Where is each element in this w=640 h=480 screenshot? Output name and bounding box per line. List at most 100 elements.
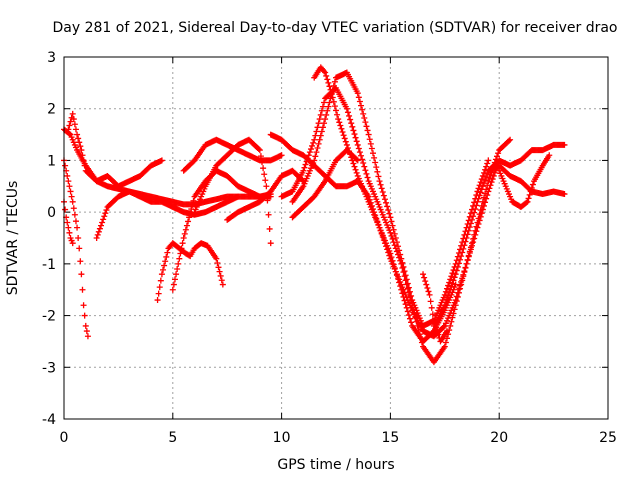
data-point: [186, 214, 193, 221]
data-point: [303, 158, 310, 165]
data-point: [219, 281, 226, 288]
data-point: [482, 199, 489, 206]
series-sat-f: [154, 240, 226, 304]
data-point: [388, 254, 395, 261]
data-point: [324, 107, 331, 114]
data-point: [485, 178, 492, 185]
data-point: [406, 293, 413, 300]
data-point: [401, 297, 408, 304]
data-point: [386, 210, 393, 217]
data-point: [452, 297, 459, 304]
data-point: [360, 110, 367, 117]
data-point: [459, 277, 466, 284]
data-point: [385, 207, 392, 214]
data-point: [342, 138, 349, 145]
data-point: [392, 268, 399, 275]
data-point: [461, 269, 468, 276]
data-point: [157, 277, 164, 284]
data-point: [255, 146, 262, 153]
data-point: [313, 149, 320, 156]
data-point: [422, 278, 429, 285]
series-sat-n: [311, 64, 459, 345]
data-point: [483, 163, 490, 170]
data-point: [561, 191, 568, 198]
data-point: [319, 124, 326, 131]
y-tick-label: 0: [47, 205, 56, 221]
data-point: [397, 251, 404, 258]
data-point: [214, 259, 221, 266]
data-point: [267, 240, 274, 247]
data-point: [491, 169, 498, 176]
data-point: [319, 103, 326, 110]
data-point: [66, 130, 73, 137]
data-point: [331, 78, 338, 85]
series-sat-o: [289, 147, 361, 221]
data-point: [235, 193, 242, 200]
data-point: [83, 328, 90, 335]
data-point: [443, 285, 450, 292]
data-point: [480, 202, 487, 209]
data-point: [495, 150, 502, 157]
data-point: [315, 140, 322, 147]
data-point: [383, 199, 390, 206]
data-point: [366, 136, 373, 143]
data-point: [451, 306, 458, 313]
data-point: [183, 222, 190, 229]
data-point: [257, 153, 264, 160]
data-point: [217, 272, 224, 279]
data-point: [480, 180, 487, 187]
data-point: [381, 196, 388, 203]
y-tick-label: 2: [47, 102, 56, 118]
data-point: [341, 135, 348, 142]
data-point: [445, 292, 452, 299]
data-point: [261, 171, 268, 178]
data-point: [476, 182, 483, 189]
data-point: [95, 228, 102, 235]
data-point: [338, 125, 345, 132]
data-point: [64, 172, 71, 179]
data-point: [447, 276, 454, 283]
data-point: [435, 331, 442, 338]
data-point: [333, 107, 339, 114]
data-point: [391, 264, 398, 271]
data-point: [367, 140, 374, 147]
data-point: [259, 159, 266, 166]
data-point: [485, 157, 492, 164]
data-point: [388, 218, 395, 225]
data-point: [155, 290, 162, 297]
data-point: [455, 260, 462, 267]
data-point: [348, 120, 355, 127]
data-point: [349, 123, 356, 130]
series-sat-h: [180, 136, 285, 174]
data-point: [391, 242, 398, 249]
data-point: [469, 216, 475, 223]
data-point: [377, 181, 384, 188]
data-point: [323, 111, 330, 118]
x-tick-label: 20: [490, 430, 508, 446]
data-point: [427, 298, 434, 305]
data-point: [375, 173, 382, 180]
y-tick-label: 3: [47, 50, 56, 66]
data-point: [389, 236, 396, 243]
data-point: [467, 246, 474, 253]
data-point: [317, 111, 324, 118]
data-point: [330, 98, 337, 105]
data-point: [454, 293, 461, 300]
data-point: [163, 253, 170, 260]
data-point: [352, 166, 359, 173]
series-sat-c: [61, 157, 91, 340]
data-point: [158, 157, 165, 164]
data-point: [391, 230, 398, 237]
data-point: [452, 302, 459, 309]
data-point: [452, 281, 459, 288]
data-point: [475, 195, 482, 202]
data-point: [353, 169, 360, 176]
data-point: [524, 198, 531, 205]
data-point: [349, 157, 356, 164]
data-point: [77, 258, 84, 265]
data-point: [344, 109, 351, 116]
data-point: [424, 284, 431, 291]
data-point: [302, 161, 309, 168]
series-sat-e: [93, 188, 242, 241]
data-point: [420, 271, 427, 278]
